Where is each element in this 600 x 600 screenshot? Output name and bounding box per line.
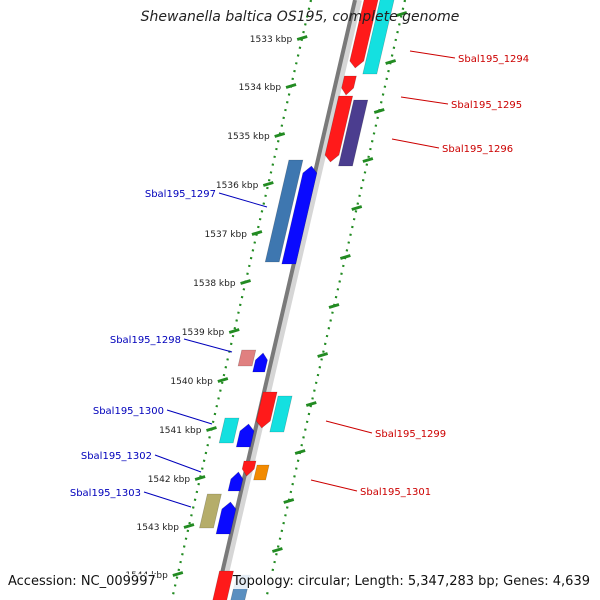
major-tick	[228, 328, 240, 334]
cds-reverse	[215, 501, 237, 535]
gene-1301	[253, 464, 270, 481]
cds-forward	[324, 95, 354, 163]
gene-1297	[264, 159, 304, 263]
major-tick	[351, 205, 363, 211]
cds-reverse	[281, 165, 318, 265]
scale-label: 1533 kbp	[250, 35, 293, 45]
major-tick	[362, 157, 374, 163]
major-tick	[385, 59, 397, 65]
scale-label: 1538 kbp	[193, 279, 236, 289]
major-tick	[206, 426, 217, 432]
gene-leader-line	[143, 491, 192, 508]
cds-forward	[341, 75, 357, 96]
major-tick	[339, 254, 351, 260]
cds-forward	[241, 460, 257, 477]
scale-label: 1540 kbp	[170, 377, 213, 387]
gene-leader-line	[409, 50, 456, 59]
genome-summary: Topology: circular; Length: 5,347,283 bp…	[232, 574, 590, 589]
scale-label: 1537 kbp	[205, 230, 248, 240]
gene-label: Sbal195_1295	[451, 100, 522, 111]
cds-reverse	[235, 423, 255, 448]
scale-label: 1534 kbp	[239, 83, 282, 93]
gene-1298	[237, 349, 257, 367]
gene-label: Sbal195_1297	[145, 189, 216, 200]
major-tick	[396, 11, 408, 17]
major-tick	[294, 449, 306, 455]
cds-forward	[212, 570, 234, 600]
gene-1300	[218, 417, 240, 444]
gene-label: Sbal195_1302	[81, 451, 152, 462]
gene-label: Sbal195_1301	[360, 487, 431, 498]
gene-leader-line	[183, 338, 233, 353]
major-tick	[328, 303, 340, 309]
gene-leader-line	[391, 138, 440, 149]
sequence-backbone	[213, 0, 357, 600]
major-tick	[271, 547, 283, 553]
map-title: Shewanella baltica OS195, complete genom…	[140, 9, 460, 25]
cds-forward	[349, 0, 379, 69]
accession-text: Accession: NC_009997	[8, 574, 156, 589]
gene-label: Sbal195_1298	[110, 335, 181, 346]
major-tick	[296, 35, 308, 41]
gene-label: Sbal195_1294	[458, 54, 529, 65]
gene-label: Sbal195_1296	[442, 144, 513, 155]
scale-label: 1543 kbp	[137, 523, 180, 533]
major-tick	[251, 230, 263, 236]
major-tick	[217, 377, 229, 383]
gene-leader-line	[325, 420, 373, 434]
backbone-shadow	[216, 0, 362, 600]
major-tick	[262, 181, 274, 187]
inner-tick-track	[170, 0, 313, 600]
major-tick	[183, 523, 195, 529]
major-tick	[285, 83, 297, 89]
major-tick	[373, 108, 385, 114]
scale-label: 1541 kbp	[159, 426, 202, 436]
gene-leader-line	[310, 479, 358, 492]
major-tick	[240, 279, 252, 285]
major-tick	[317, 352, 329, 358]
major-tick	[172, 571, 184, 577]
gene-leader-line	[154, 454, 202, 473]
major-tick	[194, 475, 206, 481]
scale-label: 1536 kbp	[216, 181, 259, 191]
scale-label: 1542 kbp	[148, 475, 191, 485]
gene-label: Sbal195_1300	[93, 406, 164, 417]
cds-forward	[255, 391, 278, 429]
major-tick	[305, 401, 317, 407]
gene-1296	[338, 99, 369, 167]
cds-reverse	[227, 471, 244, 492]
gene-label: Sbal195_1299	[375, 429, 446, 440]
gene-1303	[199, 493, 222, 529]
cds-reverse	[252, 352, 268, 373]
scale-label: 1535 kbp	[227, 132, 270, 142]
gene-leader-line	[218, 192, 268, 208]
gene-leader-line	[400, 96, 449, 105]
gene-leader-line	[166, 409, 213, 425]
gene-label: Sbal195_1303	[70, 488, 141, 499]
major-tick	[274, 132, 286, 138]
gene-1294	[362, 0, 395, 75]
scale-label: 1539 kbp	[182, 328, 225, 338]
major-tick	[283, 498, 295, 504]
gene-1299	[269, 395, 293, 433]
